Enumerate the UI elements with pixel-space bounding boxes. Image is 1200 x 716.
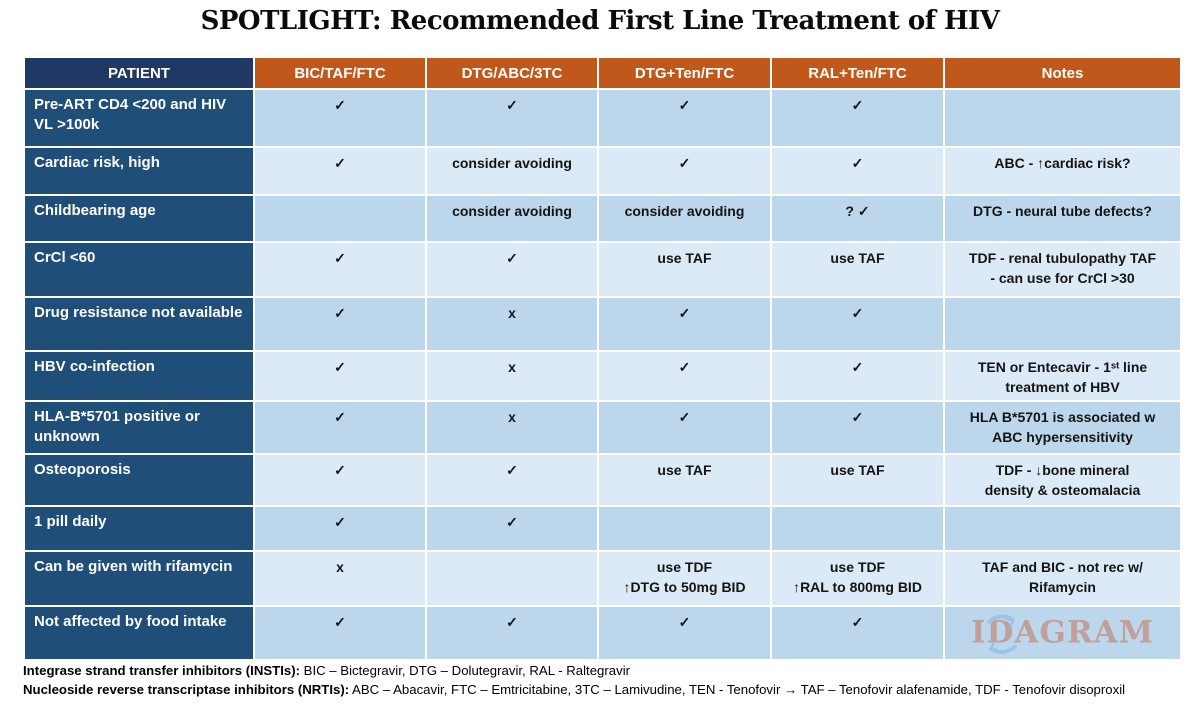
- footnote-nrti: Nucleoside reverse transcriptase inhibit…: [23, 681, 1188, 700]
- cell: ✓: [597, 146, 772, 196]
- cell: ✓: [425, 453, 599, 507]
- cell: use TAF: [770, 453, 945, 507]
- cell: ✓: [770, 400, 945, 455]
- cell: use TAF: [597, 241, 772, 298]
- note-cell: TDF - renal tubulopathy TAF - can use fo…: [943, 241, 1182, 298]
- note-cell: IDAGRAM: [943, 605, 1182, 661]
- cell: ✓: [253, 350, 427, 402]
- column-header-ral-ten-ftc: RAL+Ten/FTC: [770, 56, 945, 90]
- cell: ✓: [597, 400, 772, 455]
- cell: ✓: [597, 605, 772, 661]
- cell: x: [253, 550, 427, 607]
- cell: ✓: [770, 296, 945, 352]
- table-row: Cardiac risk, high ✓ consider avoiding ✓…: [23, 146, 1182, 196]
- cell: consider avoiding: [425, 146, 599, 196]
- cell: ✓: [770, 88, 945, 148]
- cell: ✓: [770, 146, 945, 196]
- cell: x: [425, 350, 599, 402]
- note-cell: TEN or Entecavir - 1ˢᵗ line treatment of…: [943, 350, 1182, 402]
- table-row: HBV co-infection ✓ x ✓ ✓ TEN or Entecavi…: [23, 350, 1182, 402]
- footnote-insti-body: BIC – Bictegravir, DTG – Dolutegravir, R…: [299, 663, 631, 678]
- cell: x: [425, 400, 599, 455]
- note-cell: TDF - ↓bone mineral density & osteomalac…: [943, 453, 1182, 507]
- note-cell: DTG - neural tube defects?: [943, 194, 1182, 243]
- cell: [253, 194, 427, 243]
- table-row: Drug resistance not available ✓ x ✓ ✓: [23, 296, 1182, 352]
- row-label: Not affected by food intake: [23, 605, 255, 661]
- cell: ✓: [253, 296, 427, 352]
- cell: ✓: [425, 605, 599, 661]
- cell: ✓: [253, 146, 427, 196]
- column-header-dtg-abc-3tc: DTG/ABC/3TC: [425, 56, 599, 90]
- header-row: PATIENT BIC/TAF/FTC DTG/ABC/3TC DTG+Ten/…: [23, 56, 1182, 90]
- watermark-text: IDAGRAM: [970, 614, 1155, 651]
- row-label: Pre-ART CD4 <200 and HIV VL >100k: [23, 88, 255, 148]
- column-header-notes: Notes: [943, 56, 1182, 90]
- table-row: CrCl <60 ✓ ✓ use TAF use TAF TDF - renal…: [23, 241, 1182, 298]
- cell: ✓: [253, 453, 427, 507]
- footnote-nrti-lead: Nucleoside reverse transcriptase inhibit…: [23, 681, 350, 697]
- row-label: HBV co-infection: [23, 350, 255, 402]
- note-cell: TAF and BIC - not rec w/ Rifamycin: [943, 550, 1182, 607]
- cell: consider avoiding: [425, 194, 599, 243]
- cell: use TDF ↑RAL to 800mg BID: [770, 550, 945, 607]
- cell: ✓: [253, 241, 427, 298]
- cell: ✓: [253, 605, 427, 661]
- watermark: IDAGRAM: [946, 608, 1179, 658]
- cell: [425, 550, 599, 607]
- column-header-patient: PATIENT: [23, 56, 255, 90]
- note-cell: [943, 88, 1182, 148]
- cell: use TAF: [770, 241, 945, 298]
- footnotes: Integrase strand transfer inhibitors (IN…: [23, 662, 1188, 699]
- cell: consider avoiding: [597, 194, 772, 243]
- cell: ✓: [425, 88, 599, 148]
- table-row: Pre-ART CD4 <200 and HIV VL >100k ✓ ✓ ✓ …: [23, 88, 1182, 148]
- cell: [770, 505, 945, 552]
- treatment-table: PATIENT BIC/TAF/FTC DTG/ABC/3TC DTG+Ten/…: [23, 56, 1182, 661]
- row-label: CrCl <60: [23, 241, 255, 298]
- cell: ✓: [597, 350, 772, 402]
- table-row: Childbearing age consider avoiding consi…: [23, 194, 1182, 243]
- cell: ✓: [253, 88, 427, 148]
- note-cell: [943, 505, 1182, 552]
- column-header-dtg-ten-ftc: DTG+Ten/FTC: [597, 56, 772, 90]
- note-cell: [943, 296, 1182, 352]
- cell: ✓: [425, 505, 599, 552]
- table-row: HLA-B*5701 positive or unknown ✓ x ✓ ✓ H…: [23, 400, 1182, 455]
- row-label: 1 pill daily: [23, 505, 255, 552]
- cell: use TAF: [597, 453, 772, 507]
- table-row: Can be given with rifamycin x use TDF ↑D…: [23, 550, 1182, 607]
- cell: ✓: [770, 350, 945, 402]
- cell: ✓: [770, 605, 945, 661]
- row-label: Childbearing age: [23, 194, 255, 243]
- cell: ✓: [253, 400, 427, 455]
- row-label: Osteoporosis: [23, 453, 255, 507]
- column-header-bic-taf-ftc: BIC/TAF/FTC: [253, 56, 427, 90]
- row-label: Can be given with rifamycin: [23, 550, 255, 607]
- row-label: HLA-B*5701 positive or unknown: [23, 400, 255, 455]
- table-row: 1 pill daily ✓ ✓: [23, 505, 1182, 552]
- page-title: SPOTLIGHT: Recommended First Line Treatm…: [200, 6, 1000, 36]
- table-row: Not affected by food intake ✓ ✓ ✓ ✓ IDAG…: [23, 605, 1182, 661]
- row-label: Cardiac risk, high: [23, 146, 255, 196]
- footnote-insti: Integrase strand transfer inhibitors (IN…: [23, 662, 1188, 681]
- cell: ✓: [425, 241, 599, 298]
- cell: ✓: [597, 296, 772, 352]
- cell: x: [425, 296, 599, 352]
- table-row: Osteoporosis ✓ ✓ use TAF use TAF TDF - ↓…: [23, 453, 1182, 507]
- cell: ✓: [597, 88, 772, 148]
- watermark-cycle-icon: [987, 614, 1017, 654]
- row-label: Drug resistance not available: [23, 296, 255, 352]
- footnote-insti-lead: Integrase strand transfer inhibitors (IN…: [23, 663, 300, 678]
- cell: use TDF ↑DTG to 50mg BID: [597, 550, 772, 607]
- cell: ✓: [253, 505, 427, 552]
- note-cell: ABC - ↑cardiac risk?: [943, 146, 1182, 196]
- footnote-nrti-body: ABC – Abacavir, FTC – Emtricitabine, 3TC…: [349, 681, 1126, 697]
- note-cell: HLA B*5701 is associated w ABC hypersens…: [943, 400, 1182, 455]
- cell: [597, 505, 772, 552]
- cell: ? ✓: [770, 194, 945, 243]
